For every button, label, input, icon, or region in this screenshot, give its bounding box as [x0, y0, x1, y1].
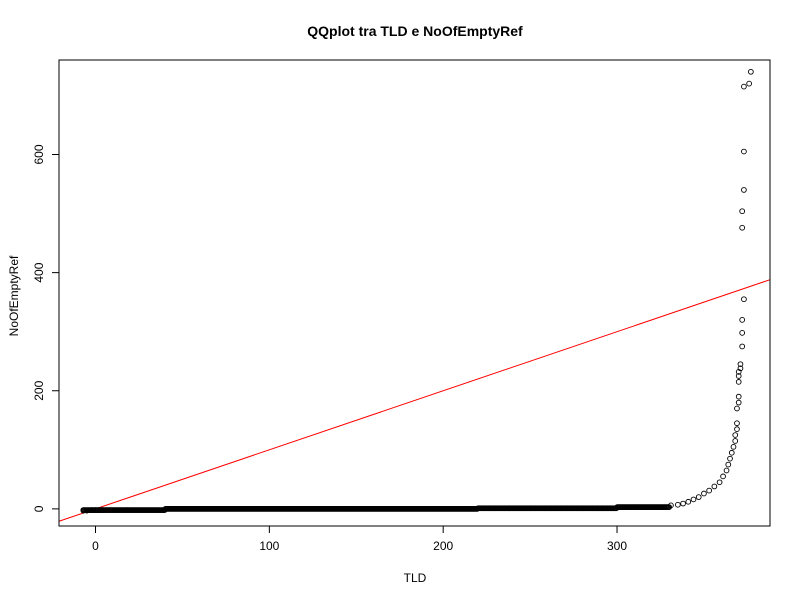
- data-point: [735, 393, 742, 400]
- data-point: [711, 483, 718, 490]
- data-point: [732, 432, 739, 438]
- y-tick-label: 200: [32, 380, 46, 400]
- data-point: [727, 455, 733, 462]
- data-point: [96, 507, 102, 513]
- data-point: [666, 504, 673, 510]
- chart-title: QQplot tra TLD e NoOfEmptyRef: [307, 23, 523, 39]
- data-point: [723, 467, 730, 474]
- data-point: [735, 379, 742, 385]
- data-point: [720, 473, 726, 480]
- x-axis-label: TLD: [404, 571, 427, 585]
- data-point: [675, 501, 681, 508]
- data-point: [735, 373, 742, 379]
- data-point: [725, 461, 732, 468]
- y-tick-label: 0: [32, 505, 46, 512]
- data-point: [734, 426, 740, 432]
- data-point: [99, 507, 106, 513]
- data-point: [92, 507, 99, 513]
- data-point: [695, 494, 702, 500]
- data-point: [739, 224, 746, 231]
- x-tick-label: 100: [259, 539, 279, 553]
- data-point: [734, 420, 740, 427]
- y-tick-label: 400: [32, 262, 46, 282]
- reference-line: [58, 279, 771, 522]
- data-point: [741, 148, 747, 155]
- data-point: [737, 365, 744, 372]
- y-axis-label: NoOfEmptyRef: [7, 255, 21, 336]
- data-point: [680, 500, 686, 507]
- x-tick-label: 0: [92, 539, 99, 553]
- data-point: [690, 496, 697, 503]
- data-point: [748, 68, 754, 75]
- data-point: [685, 498, 692, 505]
- data-point: [739, 208, 746, 215]
- data-point: [732, 438, 739, 444]
- data-point: [730, 444, 737, 450]
- data-point: [89, 507, 95, 513]
- data-point: [706, 487, 713, 494]
- data-point: [716, 479, 723, 486]
- data-point: [668, 502, 674, 509]
- data-point: [701, 490, 707, 497]
- data-point: [739, 330, 746, 336]
- data-point: [80, 507, 87, 514]
- x-tick-label: 300: [607, 539, 627, 553]
- data-point: [737, 361, 744, 368]
- data-point: [746, 80, 752, 87]
- y-tick-label: 600: [32, 144, 46, 164]
- data-point: [739, 317, 746, 323]
- data-point: [741, 296, 747, 303]
- data-point: [728, 449, 735, 456]
- data-point: [83, 507, 90, 514]
- data-point: [741, 83, 747, 90]
- x-tick-label: 200: [433, 539, 453, 553]
- data-point: [735, 399, 742, 406]
- data-point: [741, 187, 747, 193]
- plot-frame: [58, 59, 771, 527]
- data-point: [734, 405, 740, 412]
- data-point: [739, 343, 746, 350]
